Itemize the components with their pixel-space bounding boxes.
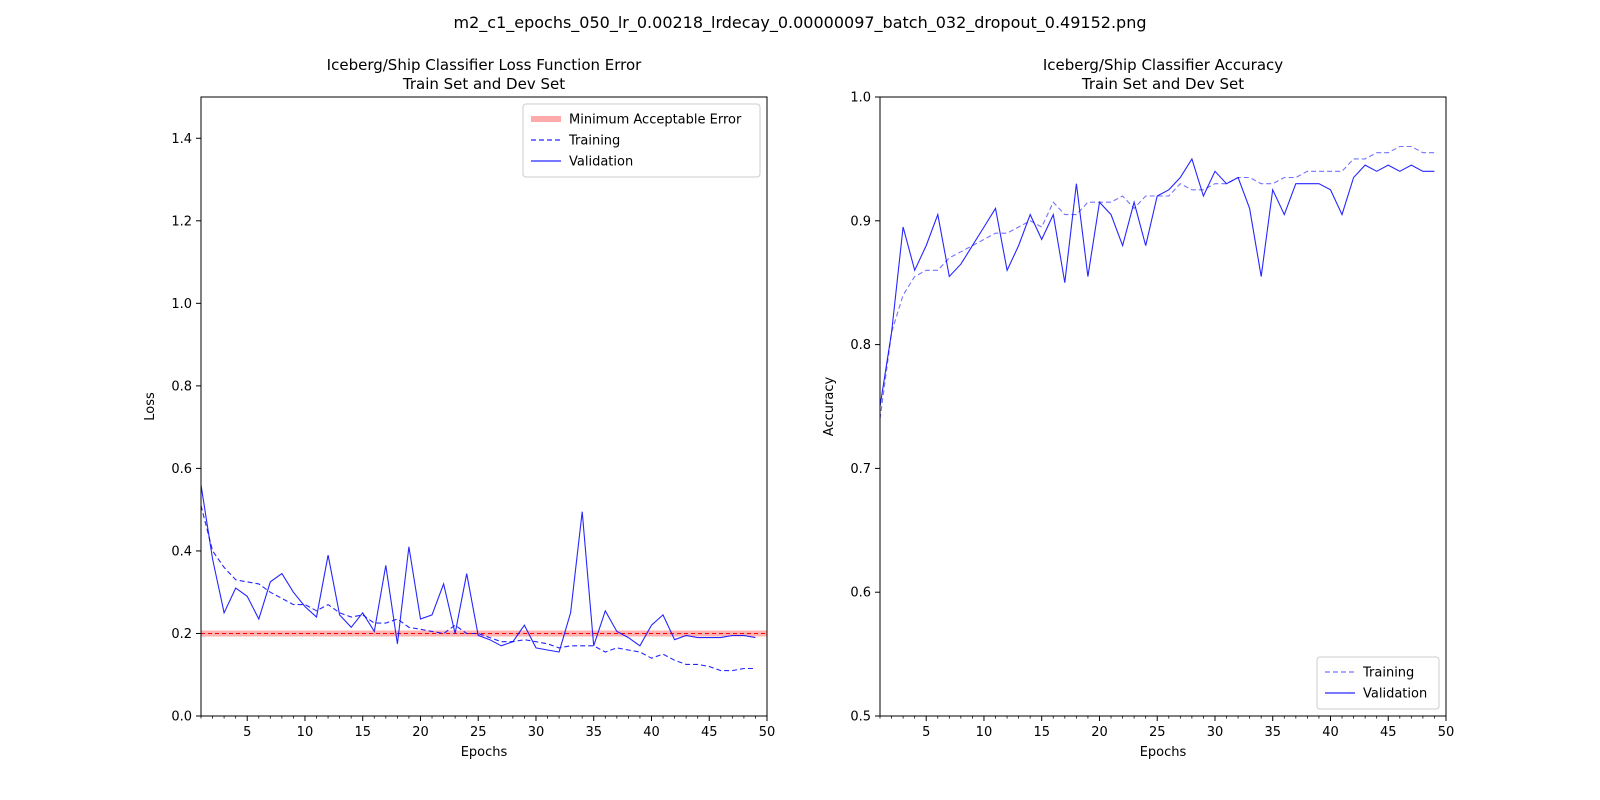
y-tick-label: 0.8: [850, 338, 871, 353]
legend-label: Training: [1362, 666, 1414, 681]
y-tick-label: 0.2: [171, 627, 192, 642]
x-tick-label: 20: [1091, 725, 1108, 740]
x-axis-label: Epochs: [1140, 745, 1187, 760]
figure-title: m2_c1_epochs_050_lr_0.00218_lrdecay_0.00…: [454, 13, 1147, 33]
x-tick-label: 5: [922, 725, 930, 740]
legend-box: [522, 103, 761, 178]
series-line-validation: [200, 484, 756, 653]
y-tick-label: 0.4: [171, 544, 192, 559]
x-tick-label: 15: [1033, 725, 1050, 740]
x-tick-label: 35: [585, 725, 602, 740]
chart-title-line: Train Set and Dev Set: [402, 75, 565, 93]
y-axis-label: Loss: [143, 392, 158, 421]
series-line-validation: [879, 157, 1435, 407]
series-line-training: [879, 145, 1435, 419]
x-tick-label: 25: [1149, 725, 1166, 740]
y-tick-label: 1.0: [850, 91, 871, 106]
x-tick-label: 45: [701, 725, 718, 740]
x-tick-label: 40: [1322, 725, 1339, 740]
x-tick-label: 30: [528, 725, 545, 740]
y-tick-label: 0.7: [850, 462, 871, 477]
plot-frame: [200, 96, 768, 717]
legend-label: Training: [568, 134, 620, 149]
loss-chart: Iceberg/Ship Classifier Loss Function Er…: [143, 56, 775, 760]
legend-box: [1316, 656, 1440, 710]
y-tick-label: 0.5: [850, 710, 871, 725]
x-tick-label: 35: [1264, 725, 1281, 740]
legend-label: Validation: [1363, 687, 1427, 702]
y-tick-label: 0.0: [171, 710, 192, 725]
x-tick-label: 20: [412, 725, 429, 740]
plot-frame: [879, 96, 1447, 717]
x-tick-label: 30: [1207, 725, 1224, 740]
chart-title-line: Train Set and Dev Set: [1081, 75, 1244, 93]
series-line-training: [200, 505, 756, 672]
chart-title-line: Iceberg/Ship Classifier Loss Function Er…: [327, 56, 642, 74]
x-tick-label: 15: [354, 725, 371, 740]
x-tick-label: 25: [470, 725, 487, 740]
x-tick-label: 50: [759, 725, 776, 740]
chart-title-line: Iceberg/Ship Classifier Accuracy: [1043, 56, 1283, 74]
y-axis-label: Accuracy: [822, 377, 837, 437]
legend-label: Minimum Acceptable Error: [569, 113, 742, 128]
x-tick-label: 45: [1380, 725, 1397, 740]
x-tick-label: 10: [976, 725, 993, 740]
y-tick-label: 0.8: [171, 379, 192, 394]
legend: Training Validation: [1316, 656, 1440, 710]
x-tick-label: 40: [643, 725, 660, 740]
legend-label: Validation: [569, 155, 633, 170]
x-axis-label: Epochs: [461, 745, 508, 760]
y-tick-label: 1.0: [171, 297, 192, 312]
legend: Minimum Acceptable Error Training Validati…: [522, 103, 761, 178]
y-tick-label: 1.4: [171, 132, 192, 147]
x-tick-label: 10: [297, 725, 314, 740]
y-tick-label: 1.2: [171, 214, 192, 229]
x-tick-label: 50: [1438, 725, 1455, 740]
y-tick-label: 0.6: [171, 462, 192, 477]
x-tick-label: 5: [243, 725, 251, 740]
y-tick-label: 0.9: [850, 214, 871, 229]
y-tick-label: 0.6: [850, 586, 871, 601]
